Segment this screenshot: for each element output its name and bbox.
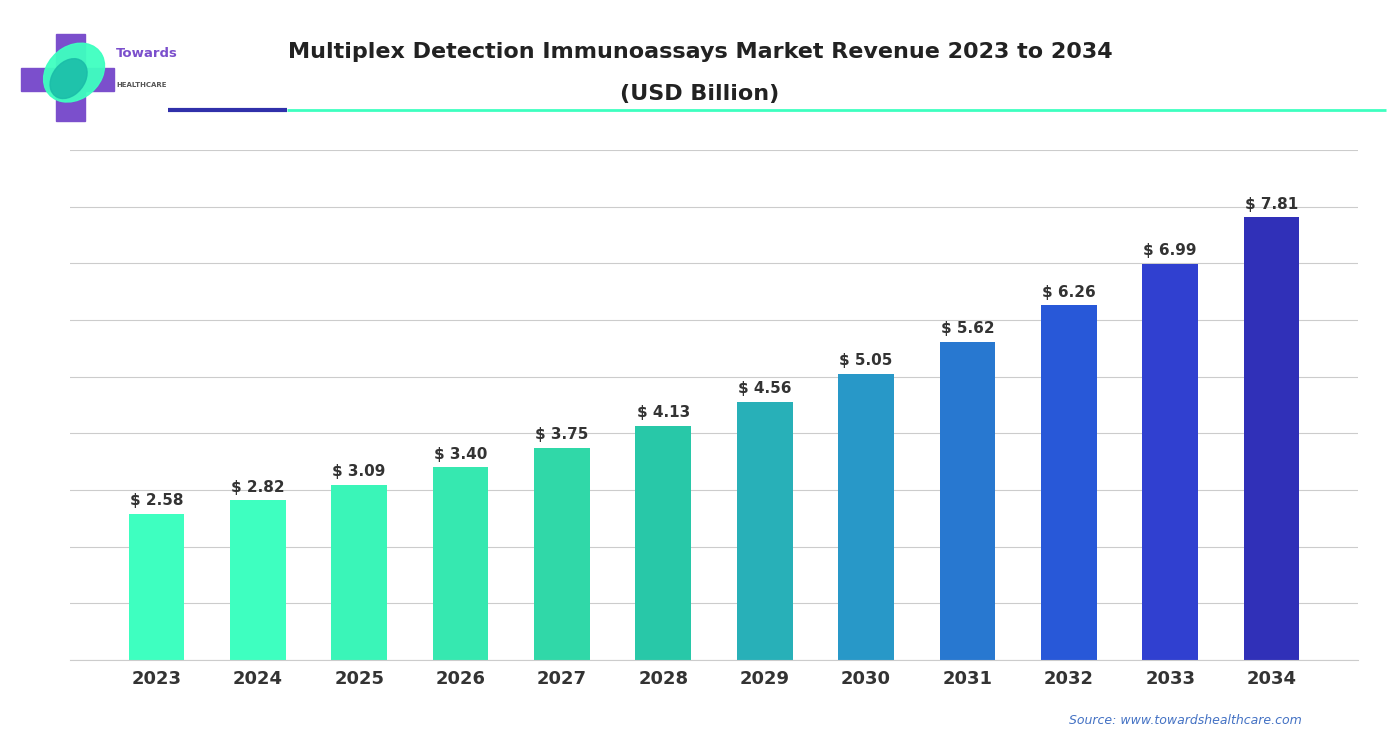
Ellipse shape bbox=[50, 58, 87, 98]
Bar bbox=[533, 448, 589, 660]
Bar bbox=[230, 500, 286, 660]
Text: $ 5.05: $ 5.05 bbox=[840, 353, 893, 368]
Ellipse shape bbox=[43, 44, 105, 102]
Text: HEALTHCARE: HEALTHCARE bbox=[116, 82, 167, 88]
Bar bbox=[1142, 264, 1198, 660]
Bar bbox=[939, 341, 995, 660]
Bar bbox=[1243, 217, 1299, 660]
Bar bbox=[332, 485, 386, 660]
Text: $ 2.82: $ 2.82 bbox=[231, 479, 284, 494]
Text: Towards: Towards bbox=[116, 47, 178, 60]
Bar bbox=[56, 34, 85, 121]
Text: $ 3.75: $ 3.75 bbox=[535, 427, 588, 442]
Text: $ 5.62: $ 5.62 bbox=[941, 321, 994, 336]
Bar bbox=[636, 426, 692, 660]
Text: $ 3.40: $ 3.40 bbox=[434, 447, 487, 462]
Text: (USD Billion): (USD Billion) bbox=[620, 84, 780, 104]
Bar bbox=[21, 68, 115, 91]
Text: $ 6.99: $ 6.99 bbox=[1144, 243, 1197, 258]
Text: $ 4.13: $ 4.13 bbox=[637, 405, 690, 420]
Bar bbox=[736, 401, 792, 660]
Text: Source: www.towardshealthcare.com: Source: www.towardshealthcare.com bbox=[1070, 715, 1302, 728]
Text: $ 3.09: $ 3.09 bbox=[332, 464, 386, 479]
Text: $ 2.58: $ 2.58 bbox=[130, 494, 183, 508]
Bar bbox=[1042, 305, 1096, 660]
Text: Multiplex Detection Immunoassays Market Revenue 2023 to 2034: Multiplex Detection Immunoassays Market … bbox=[287, 43, 1113, 62]
Text: $ 4.56: $ 4.56 bbox=[738, 381, 791, 396]
Bar bbox=[433, 467, 489, 660]
Text: $ 7.81: $ 7.81 bbox=[1245, 196, 1298, 211]
Text: $ 6.26: $ 6.26 bbox=[1042, 284, 1096, 299]
Bar bbox=[129, 514, 185, 660]
Bar bbox=[839, 374, 895, 660]
